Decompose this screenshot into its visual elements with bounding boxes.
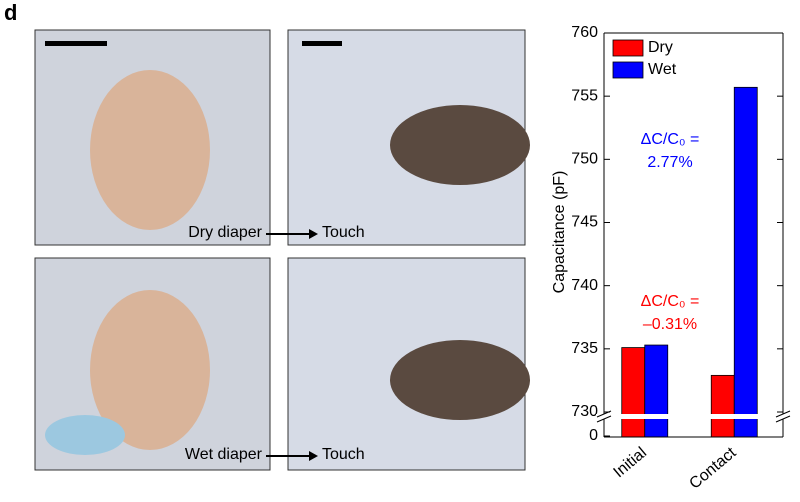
caption: Dry diaper <box>188 224 262 241</box>
panel-label: d <box>4 0 17 25</box>
legend-label: Wet <box>648 61 677 78</box>
photo-figure <box>45 415 125 455</box>
x-tick-label: Initial <box>610 444 650 481</box>
photo-figure <box>390 105 530 185</box>
break-mark <box>596 415 612 423</box>
scale-bar <box>302 41 342 46</box>
y-axis-label: Capacitance (pF) <box>551 171 568 294</box>
arrow-head <box>309 229 318 239</box>
y-tick-label: 755 <box>571 87 598 104</box>
scale-bar <box>45 41 107 46</box>
y-tick-label: 760 <box>571 24 598 41</box>
annotation: –0.31% <box>643 316 697 333</box>
legend-label: Dry <box>648 39 673 56</box>
break-mark <box>775 415 791 423</box>
caption: Touch <box>322 446 365 463</box>
annotation: ΔC/C₀ = <box>641 293 700 310</box>
photo-figure <box>390 340 530 420</box>
bar <box>644 344 669 438</box>
annotation: ΔC/C₀ = <box>641 131 700 148</box>
y-tick-label: 750 <box>571 151 598 168</box>
y-tick-label: 730 <box>571 403 598 420</box>
axis-break <box>596 414 791 419</box>
y-tick-label: 0 <box>589 427 598 444</box>
break-mark <box>596 410 612 418</box>
bar <box>710 374 735 438</box>
arrow-head <box>309 451 318 461</box>
x-tick-label: Contact <box>686 444 740 493</box>
bar <box>621 347 646 438</box>
caption: Touch <box>322 224 365 241</box>
chart: Initial Contact 730 735 740 745 750 755 760 0 Capa… <box>551 24 791 493</box>
y-tick-label: 735 <box>571 340 598 357</box>
photo-figure <box>90 70 210 230</box>
break-mark <box>775 410 791 418</box>
legend-swatch <box>612 61 644 79</box>
photo-figure <box>90 290 210 450</box>
y-tick-label: 745 <box>571 214 598 231</box>
photos: Dry diaper Touch Wet diaper Touch <box>34 29 530 471</box>
legend-swatch <box>612 39 644 57</box>
bar <box>733 86 758 438</box>
y-tick-label: 740 <box>571 277 598 294</box>
annotation: 2.77% <box>647 154 692 171</box>
caption: Wet diaper <box>185 446 263 463</box>
